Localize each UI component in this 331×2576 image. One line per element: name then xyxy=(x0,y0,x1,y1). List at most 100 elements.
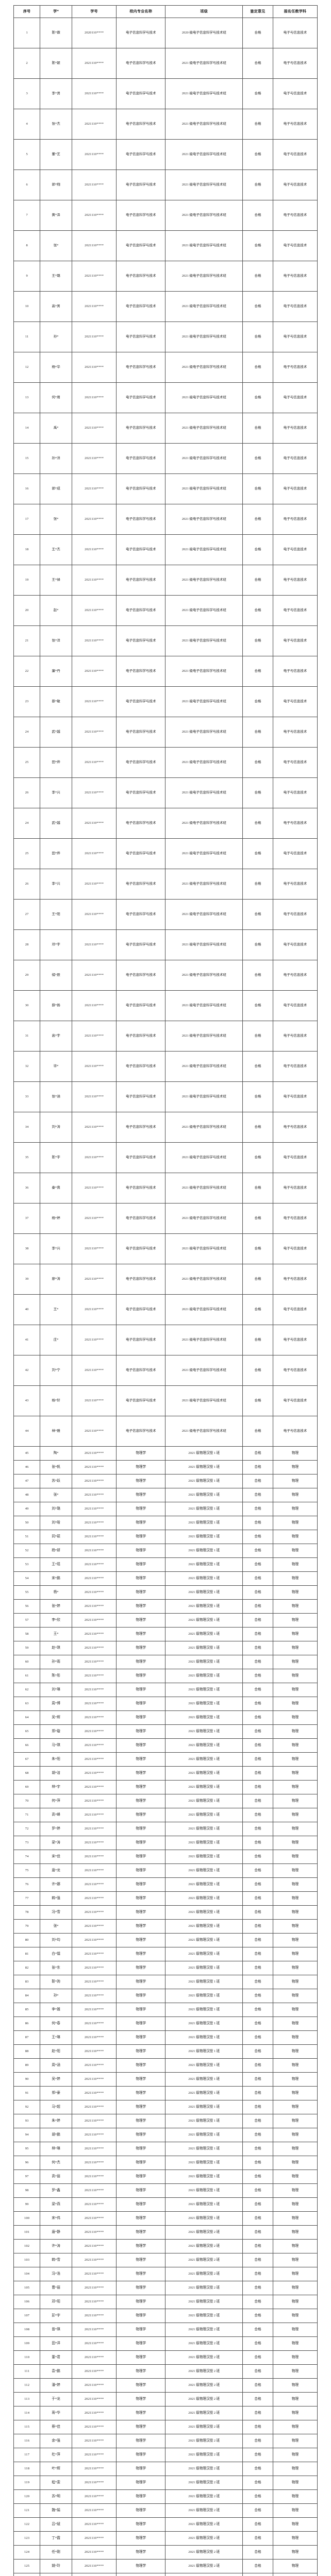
row-cell-seq: 78 xyxy=(13,1905,41,1920)
table-row: 80 刘*均 2021110**** 物理学 2021 级物理汉授 1 班合格 物理 xyxy=(13,1933,318,1947)
row-cell-class: 2021 级物理汉授 1 班 xyxy=(165,1585,243,1600)
row-cell-name: 马*超 xyxy=(40,2100,73,2114)
row-cell-name: 孙*雨 xyxy=(40,1655,73,1669)
row-cell-major: 物理学 xyxy=(116,2476,166,2490)
row-cell-student-id: 2021110**** xyxy=(72,321,117,352)
row-cell-major: 物理学 xyxy=(116,2517,166,2532)
row-cell-subject: 物理 xyxy=(272,1474,318,1488)
row-cell-opinion: 合格 xyxy=(242,2281,273,2295)
row-cell-name: 赵*阳 xyxy=(40,2044,73,2059)
row-cell-student-id: 2021110**** xyxy=(72,2225,117,2240)
row-cell-subject: 物理 xyxy=(272,1780,318,1794)
row-cell-opinion: 合格 xyxy=(242,777,273,808)
table-row: 103 韩*雪 2021110**** 物理学 2021 级物理汉授 2 班合格 物理 xyxy=(13,2253,318,2267)
row-cell-major: 物理学 xyxy=(116,1919,166,1934)
row-cell-name: 何*用 xyxy=(40,382,73,413)
table-row: 115 蔡*佳 2021110**** 物理学 2021 级物理汉授 2 班合格 物理 xyxy=(13,2420,318,2434)
row-cell-major: 物理学 xyxy=(116,1530,166,1544)
row-cell-opinion: 合格 xyxy=(242,1724,273,1739)
row-cell-student-id: 2021110**** xyxy=(72,2197,117,2212)
row-cell-major: 物理学 xyxy=(116,1891,166,1906)
row-cell-seq: 50 xyxy=(13,1516,41,1530)
row-cell-major: 电子信息科学与技术 xyxy=(116,1051,166,1082)
row-cell-student-id: 2021110**** xyxy=(72,1683,117,1697)
row-cell-seq: 48 xyxy=(13,1488,41,1502)
row-cell-major: 电子信息科学与技术 xyxy=(116,1173,166,1204)
row-cell-opinion: 合格 xyxy=(242,2253,273,2267)
row-cell-opinion: 合格 xyxy=(242,2448,273,2462)
row-cell-student-id: 2021110**** xyxy=(72,2239,117,2253)
row-cell-seq: 101 xyxy=(13,2225,41,2240)
row-cell-seq: 24 xyxy=(13,808,41,839)
row-cell-opinion: 合格 xyxy=(242,1446,273,1461)
row-cell-major: 物理学 xyxy=(116,2392,166,2406)
row-cell-class: 2021 级物理汉授 1 班 xyxy=(165,1627,243,1641)
table-row: 79 张* 2021110**** 物理学 2021 级物理汉授 1 班合格 物理 xyxy=(13,1919,318,1934)
row-cell-seq: 26 xyxy=(13,777,41,808)
row-cell-subject: 电子与信息技术 xyxy=(272,960,318,991)
row-cell-major: 物理学 xyxy=(116,2489,166,2504)
row-cell-seq: 46 xyxy=(13,1460,41,1475)
row-cell-student-id: 2021110**** xyxy=(72,808,117,839)
row-cell-major: 电子信息科学与技术 xyxy=(116,777,166,808)
row-cell-opinion: 合格 xyxy=(242,1051,273,1082)
row-cell-name: 袁*鹏 xyxy=(40,2364,73,2379)
row-cell-name: 苏*跃 xyxy=(40,1474,73,1488)
row-cell-student-id: 2021110**** xyxy=(72,625,117,656)
table-row: 51 同*硕 2021110**** 物理学 2021 级物理汉授 1 班合格 物理 xyxy=(13,1530,318,1544)
row-cell-class: 2021 级物理汉授 1 班 xyxy=(165,2044,243,2059)
row-cell-name: 李*贤 xyxy=(40,78,73,109)
row-cell-seq: 63 xyxy=(13,1697,41,1711)
row-cell-name: 张*涵 xyxy=(40,1081,73,1112)
row-cell-student-id: 2021110**** xyxy=(72,869,117,900)
row-cell-subject: 物理 xyxy=(272,2267,318,2281)
row-cell-name: 许*涛 xyxy=(40,2239,73,2253)
row-cell-seq: 112 xyxy=(13,2378,41,2393)
row-cell-name: 林*宇 xyxy=(40,1780,73,1794)
row-cell-major: 电子信息科学与技术 xyxy=(116,990,166,1021)
row-cell-subject: 物理 xyxy=(272,2420,318,2434)
row-cell-student-id: 2021110**** xyxy=(72,2142,117,2156)
row-cell-seq: 124 xyxy=(13,2545,41,2560)
row-cell-opinion: 合格 xyxy=(242,1385,273,1416)
row-cell-major: 物理学 xyxy=(116,2406,166,2420)
row-cell-student-id: 2021110**** xyxy=(72,2016,117,2031)
row-cell-opinion: 合格 xyxy=(242,2183,273,2198)
table-row: 74 宋*佳 2021110**** 物理学 2021 级物理汉授 1 班合格 物理 xyxy=(13,1850,318,1864)
row-cell-major: 物理学 xyxy=(116,1585,166,1600)
row-cell-opinion: 合格 xyxy=(242,1355,273,1386)
row-cell-student-id: 2021110**** xyxy=(72,2183,117,2198)
row-cell-class: 2021 级物理汉授 2 班 xyxy=(165,2406,243,2420)
row-cell-class: 2021 级物理汉授 1 班 xyxy=(165,1460,243,1475)
row-cell-name: 高*峰 xyxy=(40,1808,73,1822)
row-cell-opinion: 合格 xyxy=(242,1502,273,1516)
row-cell-seq: 122 xyxy=(13,2517,41,2532)
row-cell-seq: 102 xyxy=(13,2239,41,2253)
row-cell-seq: 96 xyxy=(13,2156,41,2170)
row-cell-subject: 电子与信息技术 xyxy=(272,869,318,900)
row-cell-subject: 电子与信息技术 xyxy=(272,382,318,413)
row-cell-major: 电子信息科学与技术 xyxy=(116,534,166,565)
row-cell-subject: 电子与信息技术 xyxy=(272,1021,318,1052)
table-row: 21 张*洋 2021110**** 电子信息科学与技术 2021 级电子信息科学与技术… xyxy=(13,625,318,656)
row-cell-seq: 62 xyxy=(13,1683,41,1697)
row-cell-seq: 69 xyxy=(13,1780,41,1794)
row-cell-student-id: 2021110**** xyxy=(72,2156,117,2170)
row-cell-seq: 106 xyxy=(13,2295,41,2309)
row-cell-class: 2021 级物理汉授 1 班 xyxy=(165,1530,243,1544)
row-cell-student-id: 2021110**** xyxy=(72,1081,117,1112)
row-cell-subject: 物理 xyxy=(272,2170,318,2184)
row-cell-class: 2021 级电子信息科学与技术班 xyxy=(165,869,243,900)
row-cell-major: 物理学 xyxy=(116,1933,166,1947)
row-cell-opinion: 合格 xyxy=(242,1627,273,1641)
row-cell-student-id: 2021110**** xyxy=(72,777,117,808)
row-cell-major: 物理学 xyxy=(116,2503,166,2518)
row-cell-major: 物理学 xyxy=(116,2239,166,2253)
table-row: 34 刘*涛 2021110**** 电子信息科学与技术 2021 级电子信息科学与技术… xyxy=(13,1112,318,1143)
table-row: 86 何*春 2021110**** 物理学 2021 级物理汉授 1 班合格 物理 xyxy=(13,2016,318,2031)
row-cell-name: 储*辰 xyxy=(40,960,73,991)
row-cell-seq: 51 xyxy=(13,1530,41,1544)
row-cell-seq: 119 xyxy=(13,2476,41,2490)
row-cell-subject: 物理 xyxy=(272,2323,318,2337)
row-cell-name: 李*兴 xyxy=(40,1233,73,1264)
